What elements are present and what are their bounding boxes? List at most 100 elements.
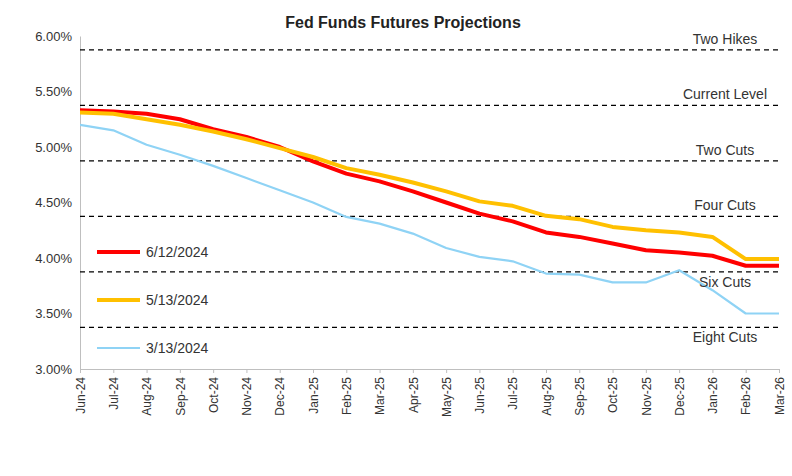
axis-line xyxy=(80,37,81,370)
series-line xyxy=(80,125,779,314)
x-tick: Feb-26 xyxy=(739,369,753,415)
y-tick: 5.00% xyxy=(35,140,80,155)
plot: 3.00% 3.50% 4.00% 4.50% 5.00% 5.50% 6.00% Jun-2… xyxy=(35,29,787,417)
x-tick-mark xyxy=(779,369,780,373)
y-tick: 5.50% xyxy=(35,84,80,99)
y-tick-label: 5.00% xyxy=(35,140,72,155)
x-tick-mark xyxy=(180,369,181,373)
legend-label: 5/13/2024 xyxy=(146,292,208,308)
x-tick-label: Mar-26 xyxy=(773,377,787,415)
x-tick-label: Jul-24 xyxy=(107,377,121,410)
x-tick-mark xyxy=(313,369,314,373)
x-tick: Nov-25 xyxy=(640,369,654,416)
reference-line xyxy=(80,327,779,328)
x-tick: Apr-25 xyxy=(407,369,421,413)
x-tick-label: Jan-25 xyxy=(307,377,321,414)
x-tick: Jan-26 xyxy=(706,369,720,414)
legend-swatch xyxy=(97,298,140,302)
y-tick: 4.00% xyxy=(35,251,80,266)
x-tick: Aug-24 xyxy=(140,369,154,416)
x-tick: Sep-24 xyxy=(174,369,188,416)
x-tick-label: Aug-24 xyxy=(140,377,154,416)
x-tick-mark xyxy=(679,369,680,373)
x-tick-label: Dec-24 xyxy=(273,377,287,416)
reference-line xyxy=(80,216,779,217)
x-tick: Nov-24 xyxy=(240,369,254,416)
x-tick-label: Sep-25 xyxy=(573,377,587,416)
x-tick-label: Jan-26 xyxy=(706,377,720,414)
x-tick: Oct-24 xyxy=(207,369,221,413)
x-tick-label: Mar-25 xyxy=(373,377,387,415)
reference-line xyxy=(80,49,779,50)
x-tick-mark xyxy=(746,369,747,373)
legend-swatch xyxy=(97,347,140,349)
legend-swatch xyxy=(97,250,140,254)
legend-label: 6/12/2024 xyxy=(146,244,208,260)
x-tick-mark xyxy=(80,369,81,373)
x-tick-label: Dec-25 xyxy=(673,377,687,416)
axis-line xyxy=(81,370,780,374)
x-tick-label: Feb-25 xyxy=(340,377,354,415)
x-tick: Dec-24 xyxy=(273,369,287,416)
reference-line xyxy=(80,105,779,106)
x-tick: Oct-25 xyxy=(606,369,620,413)
x-tick-mark xyxy=(280,369,281,373)
x-tick-label: Oct-25 xyxy=(606,377,620,413)
x-tick-label: Feb-26 xyxy=(739,377,753,415)
reference-label: Two Hikes xyxy=(693,31,758,47)
y-tick-label: 3.50% xyxy=(35,306,72,321)
x-tick: May-25 xyxy=(440,369,454,417)
x-tick-mark xyxy=(246,369,247,373)
series-line xyxy=(80,110,779,265)
y-tick-label: 4.50% xyxy=(35,195,72,210)
x-tick-label: May-25 xyxy=(440,377,454,417)
x-tick: Jul-24 xyxy=(107,369,121,410)
y-tick-label: 4.00% xyxy=(35,251,72,266)
reference-label: Four Cuts xyxy=(694,197,755,213)
x-tick-mark xyxy=(579,369,580,373)
x-tick: Feb-25 xyxy=(340,369,354,415)
x-tick: Dec-25 xyxy=(673,369,687,416)
x-tick-mark xyxy=(479,369,480,373)
x-tick-label: Aug-25 xyxy=(540,377,554,416)
x-tick-label: Apr-25 xyxy=(407,377,421,413)
x-tick-label: Oct-24 xyxy=(207,377,221,413)
x-tick-label: Jul-25 xyxy=(506,377,520,410)
x-tick-label: Sep-24 xyxy=(174,377,188,416)
reference-label: Two Cuts xyxy=(696,142,754,158)
legend-label: 3/13/2024 xyxy=(146,340,208,356)
x-tick-mark xyxy=(380,369,381,373)
reference-label: Six Cuts xyxy=(699,274,751,290)
x-tick-label: Nov-25 xyxy=(640,377,654,416)
y-tick: 3.50% xyxy=(35,306,80,321)
chart: Fed Funds Futures Projections 3.00% 3.50% 4… xyxy=(0,0,792,476)
x-tick: Jan-25 xyxy=(307,369,321,414)
x-tick-mark xyxy=(613,369,614,373)
x-tick-mark xyxy=(213,369,214,373)
x-tick: Mar-26 xyxy=(773,369,787,415)
x-axis: Jun-24 Jul-24 Aug-24 Sep-24 Oct-24 Nov-24 Dec-… xyxy=(74,369,787,417)
x-tick-mark xyxy=(446,369,447,373)
y-tick-label: 3.00% xyxy=(35,362,72,377)
x-tick-mark xyxy=(513,369,514,373)
x-tick-label: Jun-25 xyxy=(473,377,487,414)
x-tick-mark xyxy=(147,369,148,373)
y-tick: 4.50% xyxy=(35,195,80,210)
y-tick-label: 5.50% xyxy=(35,84,72,99)
x-tick-mark xyxy=(346,369,347,373)
x-tick-mark xyxy=(712,369,713,373)
x-tick: Jun-25 xyxy=(473,369,487,414)
reference-line xyxy=(80,160,779,161)
series-line xyxy=(80,113,779,260)
x-tick-mark xyxy=(546,369,547,373)
x-tick-mark xyxy=(113,369,114,373)
title: Fed Funds Futures Projections xyxy=(285,14,521,31)
x-tick-label: Nov-24 xyxy=(240,377,254,416)
x-tick: Mar-25 xyxy=(373,369,387,415)
x-tick: Jun-24 xyxy=(74,369,88,414)
y-axis: 3.00% 3.50% 4.00% 4.50% 5.00% 5.50% 6.00% xyxy=(35,29,80,377)
y-tick-label: 6.00% xyxy=(35,29,72,44)
reference-label: Eight Cuts xyxy=(693,329,758,345)
reference-label: Current Level xyxy=(683,86,767,102)
y-tick: 6.00% xyxy=(35,29,80,44)
